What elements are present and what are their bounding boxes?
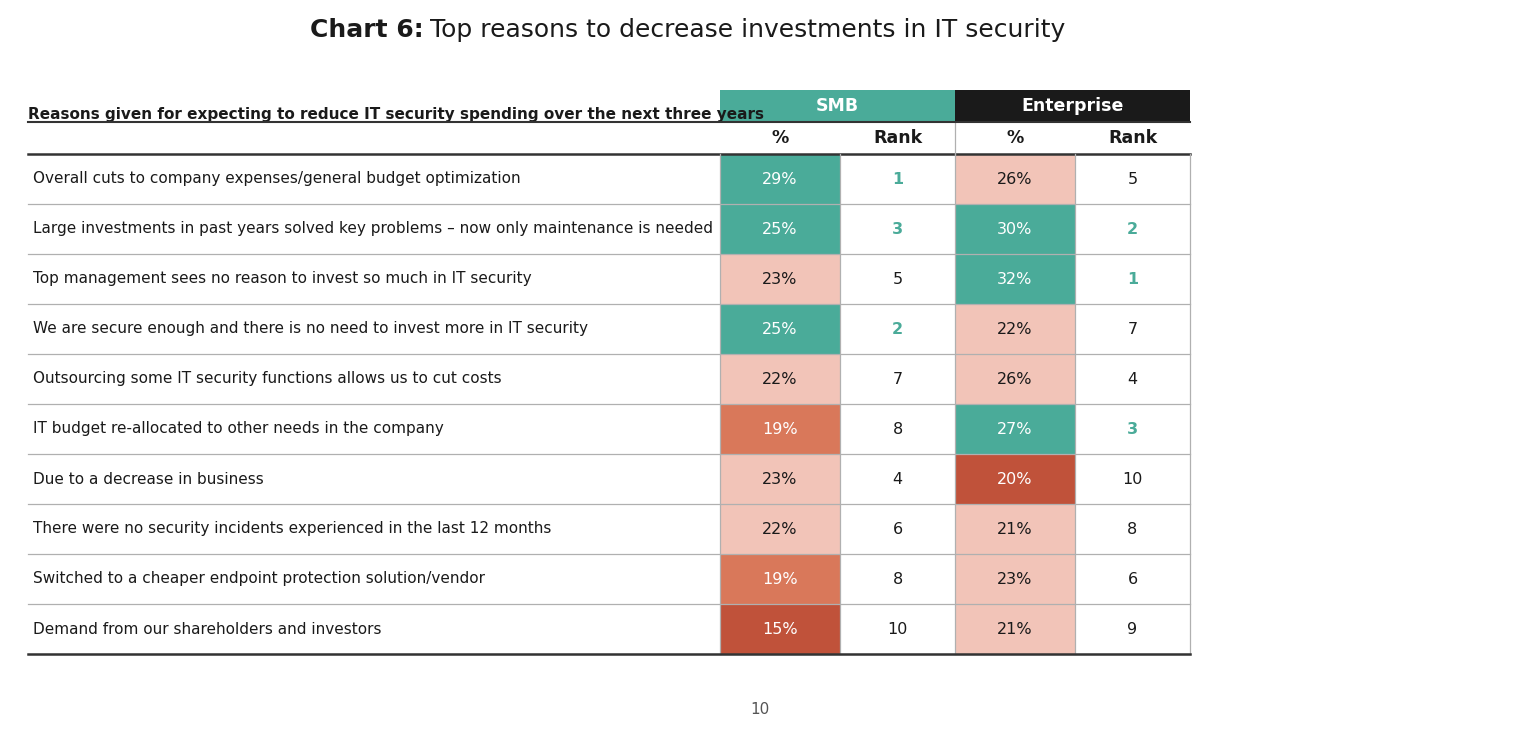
Text: 25%: 25% [762, 221, 798, 237]
Bar [955, 154, 1075, 204]
Text: %: % [1006, 129, 1023, 147]
Text: Top reasons to decrease investments in IT security: Top reasons to decrease investments in I… [430, 18, 1066, 42]
Text: 19%: 19% [762, 421, 798, 437]
Text: 1: 1 [1126, 272, 1138, 286]
Text: 22%: 22% [762, 372, 798, 386]
Text: 15%: 15% [762, 621, 798, 637]
Text: 22%: 22% [762, 521, 798, 537]
Text: 26%: 26% [997, 172, 1032, 186]
Text: 6: 6 [1128, 572, 1137, 586]
Text: 8: 8 [892, 572, 903, 586]
Text: Large investments in past years solved key problems – now only maintenance is ne: Large investments in past years solved k… [33, 221, 713, 237]
Bar [720, 504, 841, 554]
Text: 8: 8 [892, 421, 903, 437]
Text: 3: 3 [892, 221, 903, 237]
Bar [720, 154, 841, 204]
Text: Enterprise: Enterprise [1021, 97, 1123, 115]
Text: 5: 5 [892, 272, 903, 286]
Text: 25%: 25% [762, 321, 798, 337]
Text: Rank: Rank [1108, 129, 1157, 147]
Text: 20%: 20% [997, 472, 1032, 486]
Text: %: % [771, 129, 789, 147]
Bar [720, 304, 841, 354]
Text: 3: 3 [1126, 421, 1138, 437]
Bar [955, 304, 1075, 354]
Text: 29%: 29% [762, 172, 798, 186]
Text: 27%: 27% [997, 421, 1032, 437]
Text: 10: 10 [1122, 472, 1143, 486]
Bar [720, 354, 841, 404]
Text: 23%: 23% [763, 472, 798, 486]
Text: Top management sees no reason to invest so much in IT security: Top management sees no reason to invest … [33, 272, 532, 286]
Text: Due to a decrease in business: Due to a decrease in business [33, 472, 264, 486]
Bar [955, 204, 1075, 254]
Text: 30%: 30% [997, 221, 1032, 237]
Bar [720, 454, 841, 504]
Bar [955, 554, 1075, 604]
Bar [720, 404, 841, 454]
Text: 7: 7 [892, 372, 903, 386]
Bar [955, 90, 1190, 122]
Text: 23%: 23% [997, 572, 1032, 586]
Bar [955, 354, 1075, 404]
Text: Overall cuts to company expenses/general budget optimization: Overall cuts to company expenses/general… [33, 172, 521, 186]
Text: 4: 4 [892, 472, 903, 486]
Text: 8: 8 [1128, 521, 1137, 537]
Text: 5: 5 [1128, 172, 1137, 186]
Text: Demand from our shareholders and investors: Demand from our shareholders and investo… [33, 621, 382, 637]
Bar [720, 254, 841, 304]
Text: 21%: 21% [997, 621, 1032, 637]
Text: 7: 7 [1128, 321, 1137, 337]
Text: 6: 6 [892, 521, 903, 537]
Text: Switched to a cheaper endpoint protection solution/vendor: Switched to a cheaper endpoint protectio… [33, 572, 485, 586]
Text: 21%: 21% [997, 521, 1032, 537]
Text: 4: 4 [1128, 372, 1137, 386]
Text: 22%: 22% [997, 321, 1032, 337]
Bar [955, 404, 1075, 454]
Text: SMB: SMB [816, 97, 859, 115]
Text: 2: 2 [892, 321, 903, 337]
Text: There were no security incidents experienced in the last 12 months: There were no security incidents experie… [33, 521, 552, 537]
Text: We are secure enough and there is no need to invest more in IT security: We are secure enough and there is no nee… [33, 321, 588, 337]
Text: 2: 2 [1126, 221, 1138, 237]
Bar [955, 254, 1075, 304]
Bar [955, 454, 1075, 504]
Bar [720, 90, 955, 122]
Text: 19%: 19% [762, 572, 798, 586]
Bar [955, 604, 1075, 654]
Text: Outsourcing some IT security functions allows us to cut costs: Outsourcing some IT security functions a… [33, 372, 502, 386]
Text: Reasons given for expecting to reduce IT security spending over the next three y: Reasons given for expecting to reduce IT… [27, 107, 765, 121]
Bar [720, 604, 841, 654]
Text: Chart 6:: Chart 6: [310, 18, 424, 42]
Bar [720, 554, 841, 604]
Text: 23%: 23% [763, 272, 798, 286]
Text: 32%: 32% [997, 272, 1032, 286]
Text: 26%: 26% [997, 372, 1032, 386]
Text: 10: 10 [751, 702, 769, 718]
Text: Rank: Rank [872, 129, 923, 147]
Text: 10: 10 [888, 621, 907, 637]
Bar [955, 504, 1075, 554]
Text: 9: 9 [1128, 621, 1137, 637]
Bar [720, 204, 841, 254]
Text: IT budget re-allocated to other needs in the company: IT budget re-allocated to other needs in… [33, 421, 444, 437]
Text: 1: 1 [892, 172, 903, 186]
